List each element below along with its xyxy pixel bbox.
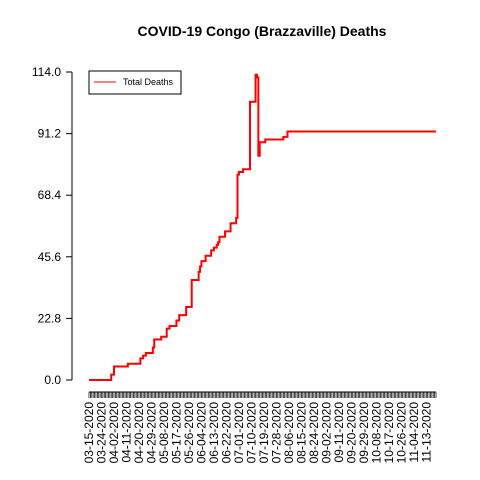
x-tick-label: 04-11-2020	[119, 402, 133, 463]
x-axis: 03-15-202003-24-202004-02-202004-11-2020…	[82, 391, 437, 464]
x-tick-label: 09-02-2020	[319, 402, 333, 464]
x-tick-label: 09-11-2020	[332, 402, 346, 463]
x-tick-label: 10-08-2020	[369, 402, 383, 464]
x-tick-label: 06-04-2020	[194, 402, 208, 464]
x-tick-label: 06-22-2020	[219, 402, 233, 464]
x-tick-label: 07-19-2020	[257, 402, 271, 464]
x-tick-label: 03-24-2020	[94, 402, 108, 464]
x-tick-label: 05-26-2020	[182, 402, 196, 464]
legend-label: Total Deaths	[123, 77, 174, 87]
y-tick-label: 22.8	[38, 311, 62, 325]
x-tick-label: 09-29-2020	[357, 402, 371, 464]
legend: Total Deaths	[88, 70, 182, 95]
x-tick-label: 05-17-2020	[169, 402, 183, 464]
y-tick-label: 68.4	[38, 188, 62, 202]
x-tick-label: 07-10-2020	[244, 402, 258, 464]
x-tick-label: 05-08-2020	[157, 402, 171, 464]
x-tick-label: 08-06-2020	[282, 402, 296, 464]
y-tick-label: 0.0	[44, 373, 61, 387]
x-tick-label: 08-24-2020	[307, 402, 321, 464]
y-axis: 0.0 22.8 45.6 68.4 91.2 114.0	[32, 65, 73, 387]
series-line-total-deaths	[89, 73, 436, 381]
x-tick-label: 03-15-2020	[82, 402, 96, 464]
x-tick-label: 04-02-2020	[107, 402, 121, 464]
plot-area	[89, 73, 436, 381]
x-tick-label: 04-29-2020	[144, 402, 158, 464]
x-tick-label: 07-28-2020	[269, 402, 283, 464]
y-tick-label: 114.0	[32, 65, 61, 79]
legend-box	[88, 70, 182, 95]
x-tick-label: 07-01-2020	[232, 402, 246, 464]
x-tick-label: 09-20-2020	[344, 402, 358, 464]
x-tick-label: 08-15-2020	[294, 402, 308, 464]
x-tick-label: 10-17-2020	[382, 402, 396, 464]
y-tick-label: 91.2	[38, 127, 62, 141]
y-tick-label: 45.6	[38, 250, 62, 264]
x-tick-label: 11-13-2020	[419, 402, 433, 463]
x-tick-label: 04-20-2020	[132, 402, 146, 464]
chart-title: COVID-19 Congo (Brazzaville) Deaths	[138, 23, 387, 39]
x-tick-label: 11-04-2020	[407, 402, 421, 463]
x-tick-label: 06-13-2020	[207, 402, 221, 464]
x-tick-label: 10-26-2020	[394, 402, 408, 464]
